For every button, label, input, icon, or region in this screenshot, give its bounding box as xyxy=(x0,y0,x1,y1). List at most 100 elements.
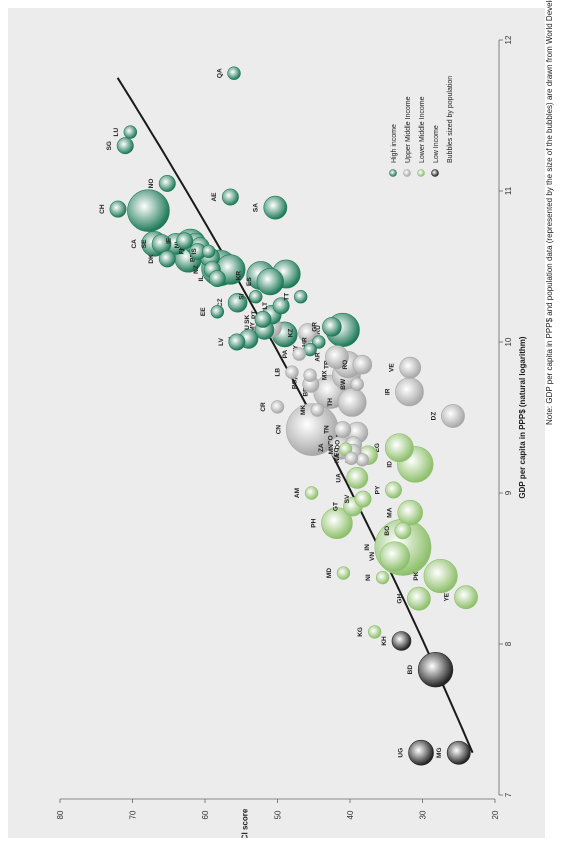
bubble-bw xyxy=(350,377,364,391)
bubble-tt xyxy=(294,290,308,304)
bubble-label-tn: TN xyxy=(324,425,331,434)
bubble-ar xyxy=(325,345,349,369)
y-axis-title: GTCI score xyxy=(241,808,250,838)
bubble-ee xyxy=(210,305,225,319)
bubble-es xyxy=(256,267,284,296)
x-tick-label: 9 xyxy=(504,490,513,495)
bubble-label-lb: LB xyxy=(275,368,282,377)
bubble-label-cz: CZ xyxy=(217,298,224,307)
bubble-mk xyxy=(310,403,325,417)
bubble-label-tr: TR xyxy=(324,360,331,369)
bubble-ie xyxy=(176,232,194,250)
bubble-label-ec: EC xyxy=(334,447,341,456)
bubble-label-tt: TT xyxy=(283,293,290,301)
bubble-lb xyxy=(285,365,299,379)
y-tick-label: 40 xyxy=(346,810,355,819)
bubble-label-gr: GR xyxy=(311,322,318,332)
bubble-label-am: AM xyxy=(294,488,301,498)
bubble-am xyxy=(304,486,319,500)
bubble-label-si: SI xyxy=(238,293,245,299)
bubble-ve xyxy=(399,356,422,379)
y-tick-label: 70 xyxy=(129,810,138,819)
bubble-label-ca: CA xyxy=(131,239,138,249)
bubble-il xyxy=(208,270,226,288)
bubble-label-sg: SG xyxy=(106,141,113,150)
bubble-label-my: MY xyxy=(249,321,256,331)
bubble-tn xyxy=(334,421,352,439)
bubble-label-es: ES xyxy=(246,277,253,286)
bubble-label-vn: VN xyxy=(369,552,376,561)
bubble-kg xyxy=(367,625,382,639)
bubble-lt xyxy=(272,297,290,315)
bubble-label-kz: KZ xyxy=(287,329,294,338)
bubble-label-no: NO xyxy=(148,179,155,189)
bubble-label-ph: PH xyxy=(310,518,317,527)
bubble-label-lt: LT xyxy=(262,302,269,309)
bubble-label-ee: EE xyxy=(200,307,207,316)
source-note-text: Note: GDP per capita in PPP$ and populat… xyxy=(545,0,554,425)
bubble-label-za: ZA xyxy=(318,443,325,452)
y-tick-label: 50 xyxy=(274,810,283,819)
bubble-sk xyxy=(254,310,272,328)
bubble-na xyxy=(344,451,359,465)
bubble-label-ae: AE xyxy=(211,192,218,202)
bubble-label-qa: QA xyxy=(217,68,224,78)
bubble-label-se: SE xyxy=(141,239,148,248)
bubble-label-sk: SK xyxy=(244,315,251,324)
bubble-chart: 20 30 40 50 60 70 80 7 8 9 10 11 12 GDP per capita in… xyxy=(56,35,527,850)
bubble-label-py: PY xyxy=(374,485,381,494)
bubble-label-ma: MA xyxy=(387,507,394,517)
x-axis-title: GDP per capita in PPP$ (natural logarith… xyxy=(518,336,527,498)
bubble-label-dk: DK xyxy=(148,254,155,264)
bubble-sv xyxy=(354,490,372,508)
bubble-label-sa: SA xyxy=(253,203,260,212)
bubble-label-ch: CH xyxy=(99,204,106,214)
bubble-label-do: DO xyxy=(334,440,341,450)
bubble-label-pt: PT xyxy=(251,311,258,319)
y-tick-label: 20 xyxy=(491,810,500,819)
bubble-no xyxy=(158,175,176,192)
bubble-kh xyxy=(391,631,412,651)
bubble-kz xyxy=(298,323,318,343)
bubble-vn xyxy=(379,541,411,572)
x-tick-label: 7 xyxy=(504,792,513,797)
bubble-label-in: IN xyxy=(364,544,371,551)
bubble-label-pa: PA xyxy=(282,350,289,359)
legend-label-low: Low Income xyxy=(433,125,440,163)
y-tick-label: 80 xyxy=(56,810,65,819)
bubble-lu xyxy=(123,125,138,139)
bubble-eg xyxy=(384,433,414,463)
bubble-md xyxy=(336,566,351,580)
bubble-sa xyxy=(263,195,288,220)
bubble-label-hr: HR xyxy=(301,337,308,347)
bubble-ye xyxy=(454,585,478,610)
bubble-hr xyxy=(312,335,326,349)
legend-label-upper: Upper Middle Income xyxy=(405,96,412,163)
bubble-label-mn: MN xyxy=(328,444,335,454)
bubble-bo xyxy=(394,522,412,540)
bubble-label-ar: AR xyxy=(314,352,321,362)
bubble-label-gh: GH xyxy=(396,594,403,604)
bubble-label-kg: KG xyxy=(357,627,364,637)
bubble-label-id: ID xyxy=(386,461,393,468)
bubble-label-bw: BW xyxy=(340,378,347,390)
bubble-label-kr: KR xyxy=(236,271,243,281)
bubble-label-pk: PK xyxy=(413,571,420,580)
bubble-mg xyxy=(446,740,471,765)
bubble-cr xyxy=(270,400,285,414)
bubble-label-lu: LU xyxy=(113,127,120,136)
bubble-th xyxy=(337,388,367,417)
bubble-label-is: IS xyxy=(191,248,198,255)
bubble-lv xyxy=(228,333,246,351)
bubble-label-ye: YE xyxy=(443,592,450,601)
bubble-gr xyxy=(322,317,342,337)
x-tick-label: 12 xyxy=(504,35,513,44)
bubble-ni xyxy=(375,570,390,585)
bubble-label-ua: UA xyxy=(336,473,343,483)
bubble-pk xyxy=(423,559,458,594)
legend-marker-low xyxy=(431,169,439,177)
bubble-bd xyxy=(417,652,454,688)
bubble-ph xyxy=(321,507,353,539)
bubble-label-mg: MG xyxy=(436,747,443,757)
